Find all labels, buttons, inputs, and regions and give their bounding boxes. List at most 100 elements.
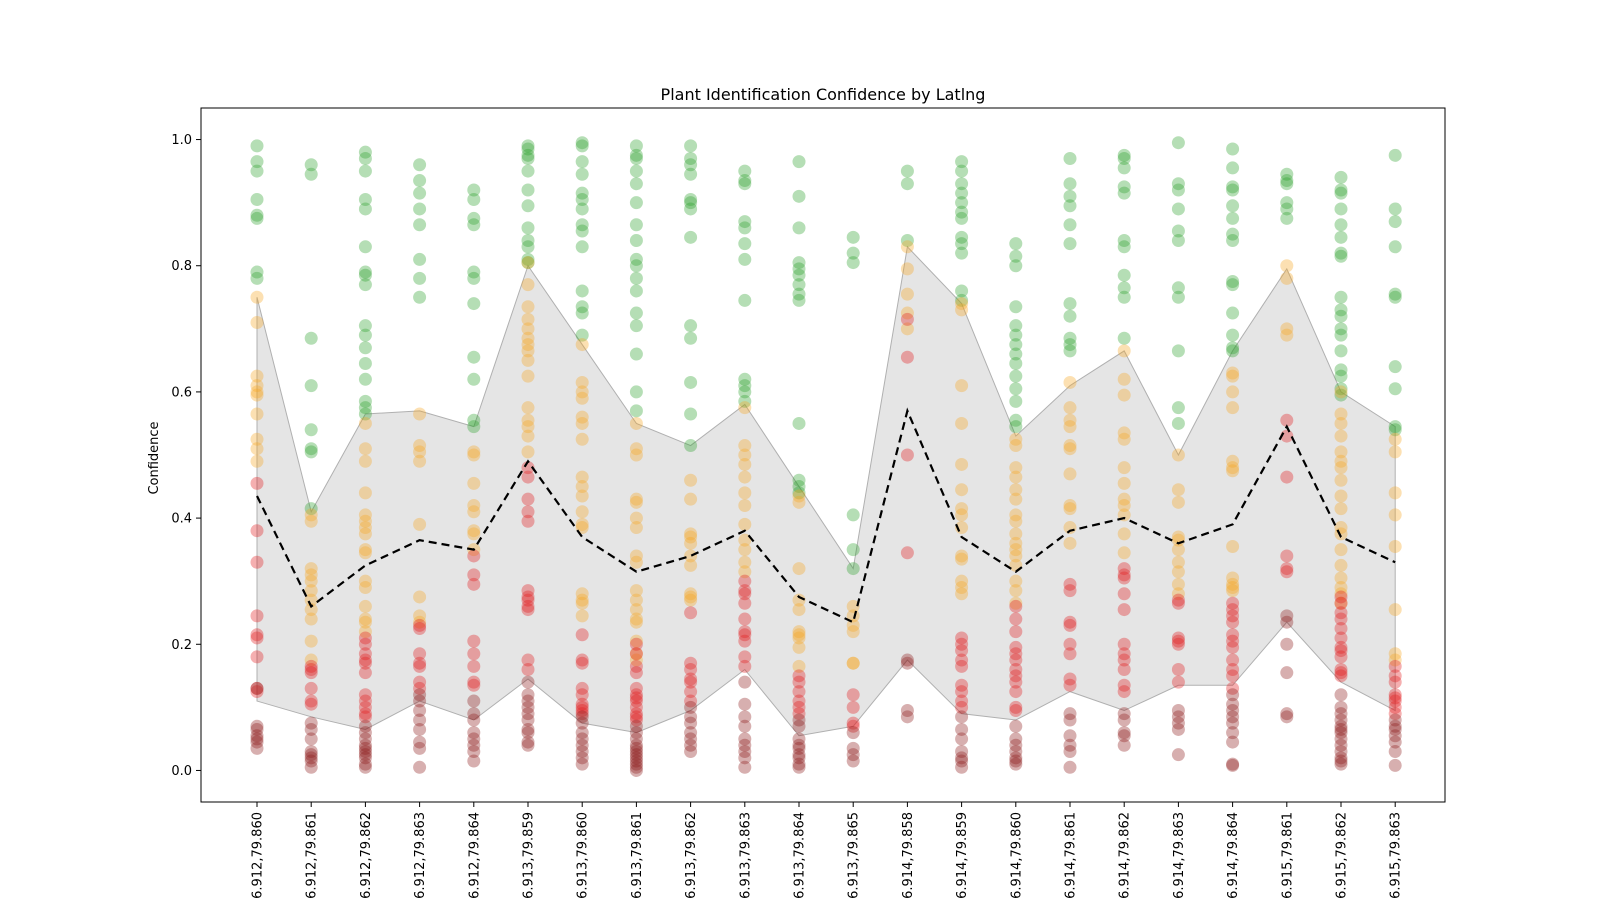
scatter-point-low	[1009, 653, 1023, 667]
scatter-point-medium	[629, 521, 643, 535]
scatter-point-low	[1063, 577, 1077, 591]
scatter-point-medium	[955, 549, 969, 563]
scatter-point-medium	[358, 625, 372, 639]
scatter-point-very-low	[1334, 745, 1348, 759]
plot-area-frame	[200, 107, 1446, 803]
scatter-point-low	[358, 647, 372, 661]
scatter-point-medium	[1388, 486, 1402, 500]
scatter-point-high	[358, 357, 372, 371]
scatter-point-low	[1009, 669, 1023, 683]
scatter-point-very-low	[1388, 729, 1402, 743]
scatter-point-low	[1063, 615, 1077, 629]
scatter-point-very-low	[792, 738, 806, 752]
scatter-point-low	[304, 663, 318, 677]
scatter-point-high	[1334, 309, 1348, 323]
scatter-point-high	[1280, 174, 1294, 188]
x-tick-label: 6.912,79.862	[359, 812, 374, 899]
scatter-point-high	[358, 164, 372, 178]
scatter-point-very-low	[1171, 710, 1185, 724]
scatter-point-medium	[955, 587, 969, 601]
scatter-point-medium	[413, 454, 427, 468]
scatter-point-medium	[955, 483, 969, 497]
scatter-point-very-low	[1334, 688, 1348, 702]
scatter-point-low	[521, 663, 535, 677]
scatter-point-medium	[1334, 571, 1348, 585]
scatter-point-low	[521, 584, 535, 598]
scatter-point-very-low	[846, 754, 860, 768]
scatter-point-low	[1226, 663, 1240, 677]
scatter-point-high	[250, 155, 264, 169]
scatter-point-low	[900, 312, 914, 326]
scatter-point-medium	[521, 338, 535, 352]
scatter-point-high	[1334, 290, 1348, 304]
scatter-point-medium	[792, 593, 806, 607]
scatter-point-high	[1117, 240, 1131, 254]
scatter-point-very-low	[575, 745, 589, 759]
scatter-point-low	[575, 700, 589, 714]
scatter-point-low	[1388, 707, 1402, 721]
scatter-point-medium	[1117, 492, 1131, 506]
scatter-point-low	[1117, 685, 1131, 699]
scatter-point-very-low	[250, 722, 264, 736]
scatter-point-medium	[1388, 653, 1402, 667]
scatter-point-high	[955, 164, 969, 178]
scatter-point-low	[575, 628, 589, 642]
scatter-point-low	[738, 596, 752, 610]
scatter-point-low	[1280, 562, 1294, 576]
scatter-point-very-low	[629, 751, 643, 765]
scatter-point-low	[1334, 596, 1348, 610]
scatter-point-very-low	[738, 710, 752, 724]
scatter-point-low	[1388, 691, 1402, 705]
scatter-point-very-low	[629, 760, 643, 774]
scatter-point-high	[1226, 161, 1240, 175]
scatter-point-medium	[955, 457, 969, 471]
scatter-point-high	[358, 265, 372, 279]
scatter-point-low	[1334, 666, 1348, 680]
scatter-point-high	[1388, 420, 1402, 434]
scatter-point-high	[1171, 177, 1185, 191]
scatter-point-very-low	[1117, 738, 1131, 752]
scatter-point-low	[955, 694, 969, 708]
scatter-point-medium	[1009, 536, 1023, 550]
scatter-point-low	[358, 637, 372, 651]
scatter-point-high	[1334, 369, 1348, 383]
scatter-point-medium	[575, 385, 589, 399]
scatter-point-medium	[1063, 498, 1077, 512]
scatter-point-medium	[1388, 539, 1402, 553]
scatter-point-high	[521, 252, 535, 266]
scatter-point-high	[1009, 369, 1023, 383]
scatter-point-high	[467, 218, 481, 232]
scatter-point-very-low	[684, 745, 698, 759]
scatter-point-medium	[575, 391, 589, 405]
scatter-point-low	[846, 688, 860, 702]
x-tick-label: 6.913,79.864	[793, 812, 808, 899]
scatter-point-medium	[1117, 498, 1131, 512]
scatter-point-high	[684, 407, 698, 421]
scatter-point-high	[1009, 413, 1023, 427]
y-axis-label: Confidence	[147, 421, 162, 494]
scatter-point-low	[1388, 700, 1402, 714]
scatter-point-high	[575, 306, 589, 320]
scatter-point-medium	[955, 580, 969, 594]
scatter-point-medium	[250, 388, 264, 402]
scatter-point-high	[413, 202, 427, 216]
scatter-point-low	[1334, 669, 1348, 683]
scatter-point-medium	[1334, 502, 1348, 516]
scatter-point-low	[1117, 603, 1131, 617]
scatter-point-very-low	[1226, 704, 1240, 718]
scatter-point-low	[467, 675, 481, 689]
scatter-point-very-low	[1280, 666, 1294, 680]
scatter-point-high	[1334, 328, 1348, 342]
scatter-point-high	[1171, 290, 1185, 304]
scatter-point-medium	[738, 457, 752, 471]
scatter-point-high	[1117, 161, 1131, 175]
scatter-point-high	[413, 186, 427, 200]
x-tick-label: 6.914,79.859	[955, 812, 970, 899]
scatter-point-low	[358, 700, 372, 714]
scatter-point-low	[1063, 672, 1077, 686]
scatter-point-very-low	[1171, 716, 1185, 730]
scatter-point-high	[304, 379, 318, 393]
scatter-point-high	[684, 139, 698, 153]
scatter-point-very-low	[575, 726, 589, 740]
scatter-point-high	[792, 473, 806, 487]
